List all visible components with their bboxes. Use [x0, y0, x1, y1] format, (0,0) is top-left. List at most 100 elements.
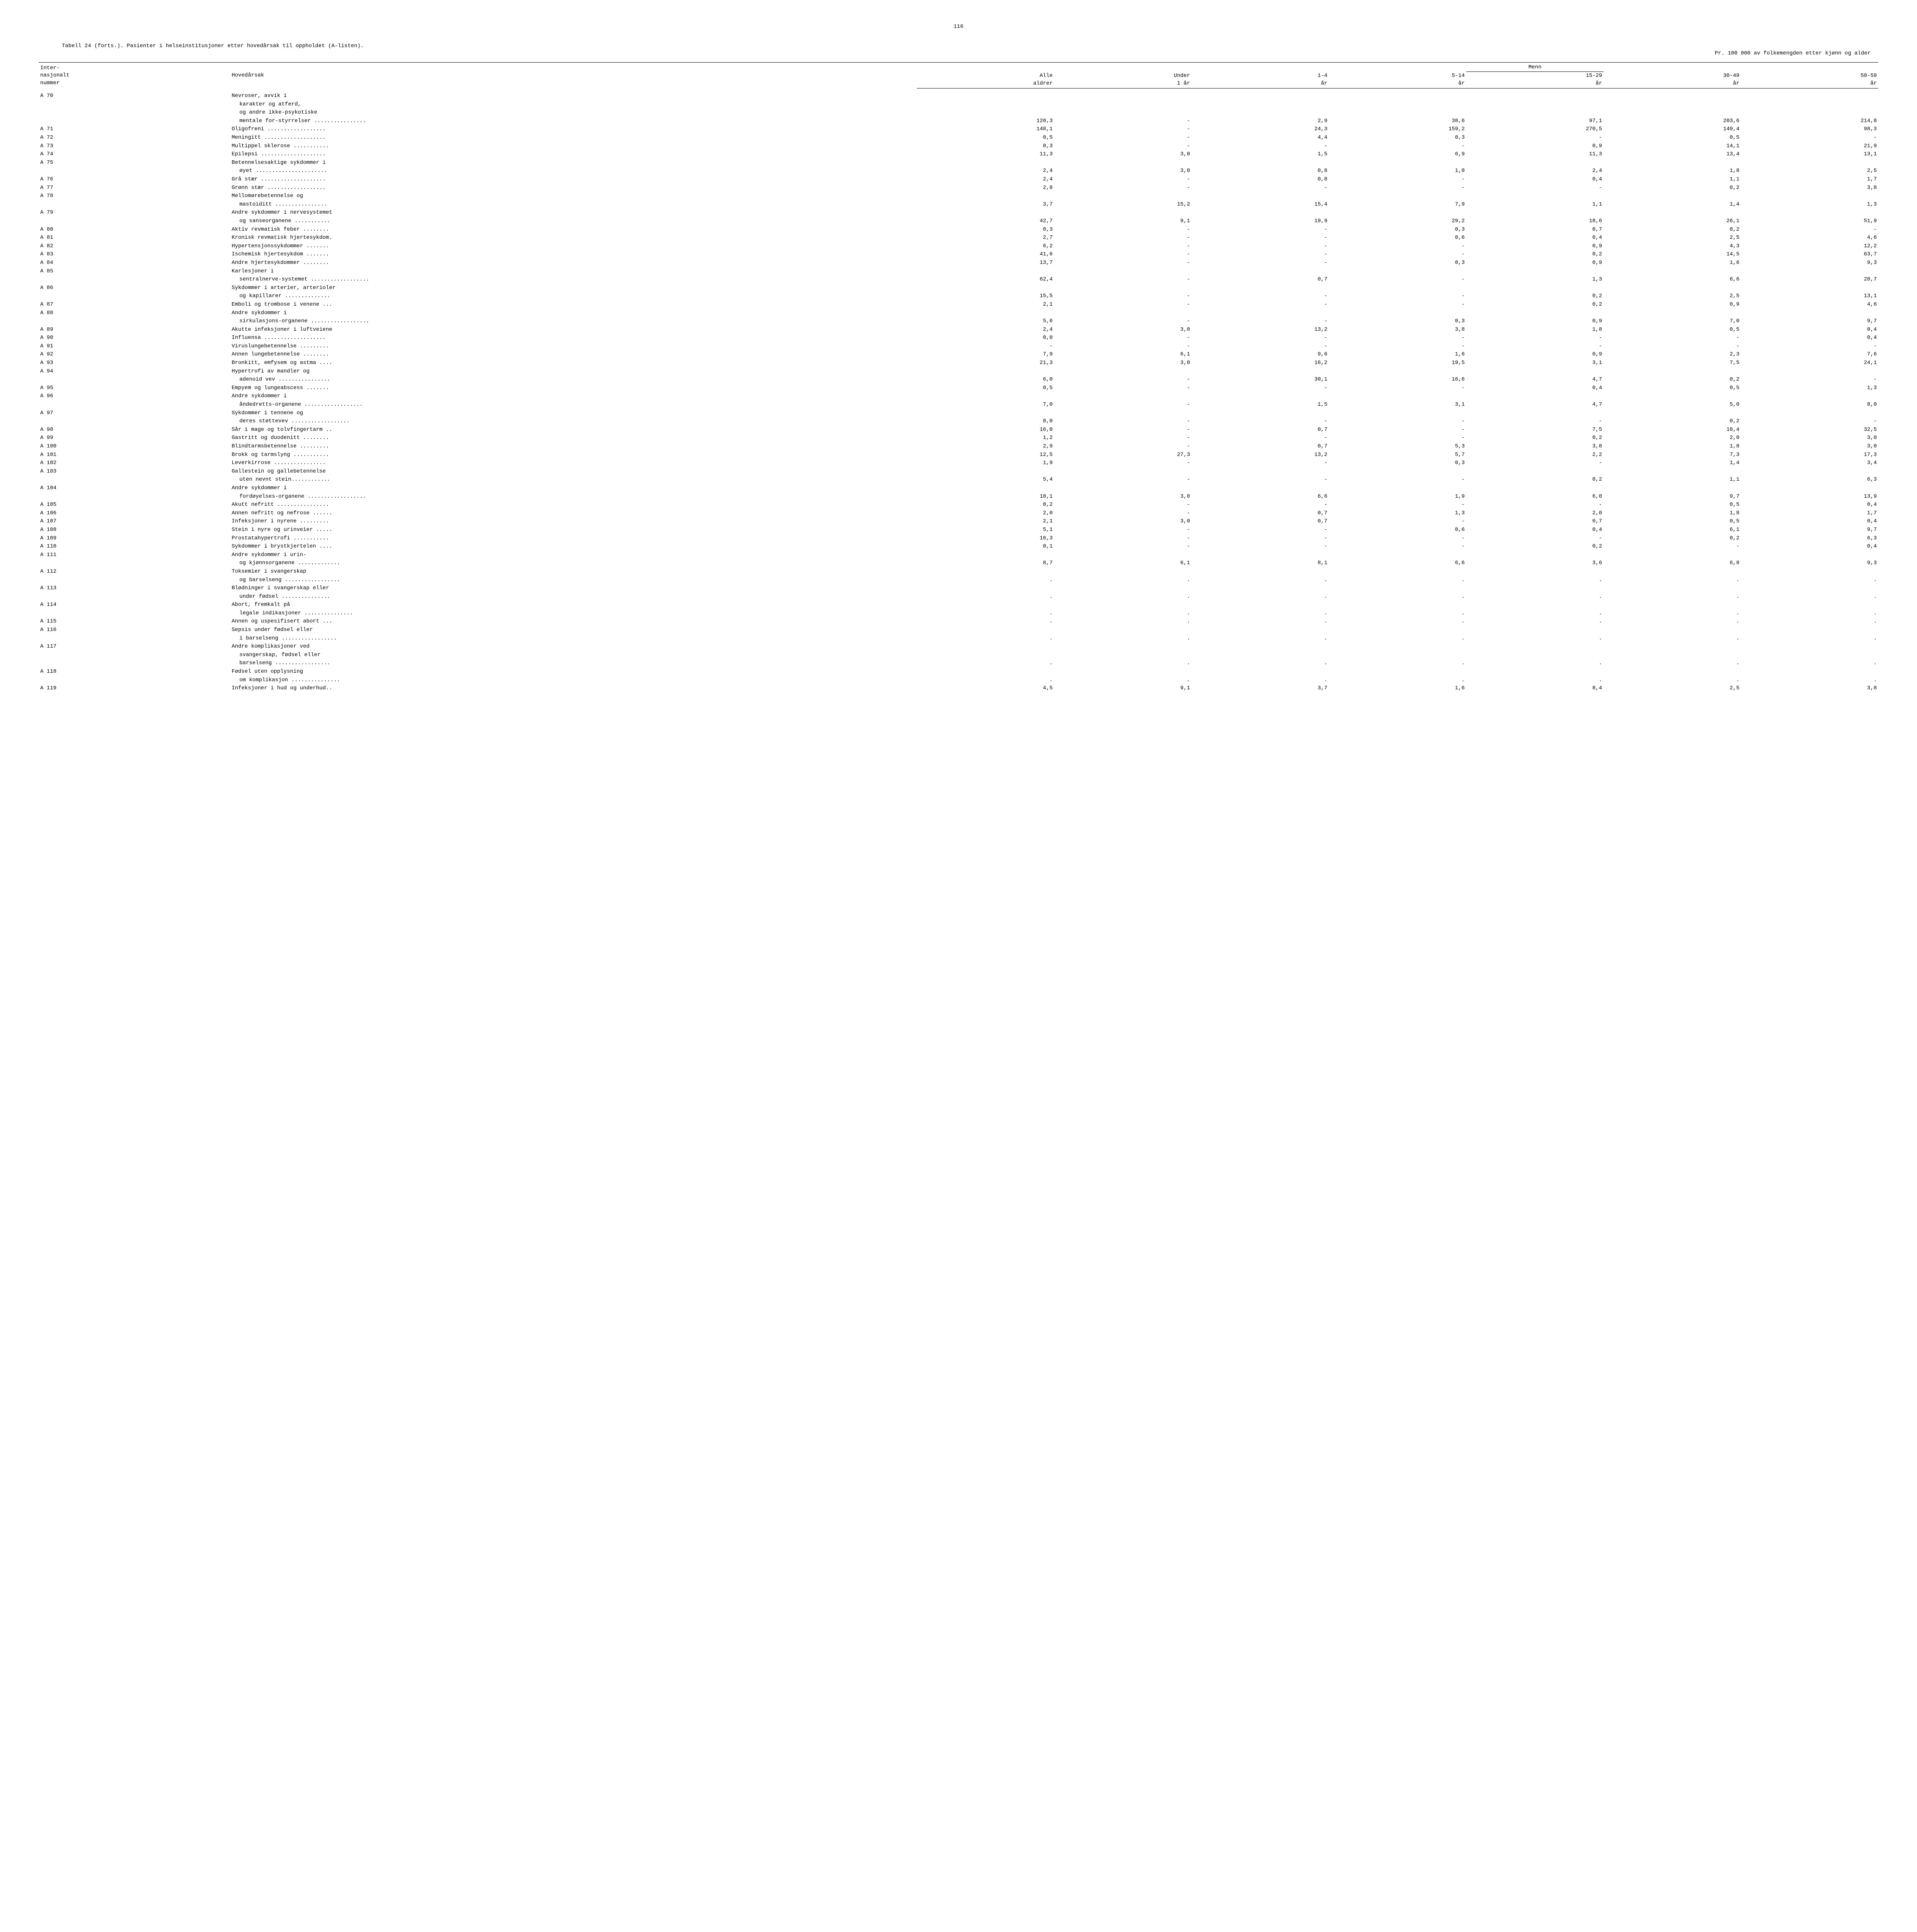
value-cell: 0,2 [1466, 434, 1604, 442]
value-cell: 214,8 [1741, 117, 1879, 126]
value-cell: 0,7 [1192, 426, 1329, 434]
value-cell: . [1192, 609, 1329, 618]
table-row: i barselseng ........................ [39, 634, 1878, 643]
table-row: A 73Multippel sklerose ...........8,3---… [39, 142, 1878, 151]
code-cell: A 79 [39, 209, 230, 217]
value-cell: 0,2 [1604, 534, 1741, 543]
table-row: A 72Meningitt ...................0,5-4,4… [39, 134, 1878, 142]
code-cell: A 97 [39, 409, 230, 418]
desc-cell: Oligofreni .................. [230, 125, 917, 134]
code-cell: A 85 [39, 267, 230, 276]
value-cell: 16,2 [1192, 359, 1329, 367]
value-cell: - [1329, 534, 1466, 543]
value-cell: 6,0 [917, 376, 1054, 384]
value-cell: 7,0 [1604, 317, 1741, 326]
table-row: karakter og atferd, [39, 100, 1878, 109]
value-cell: 9,3 [1741, 559, 1879, 568]
desc-cell: Aktiv revmatisk feber ........ [230, 226, 917, 234]
value-cell: 3,0 [1054, 326, 1192, 334]
desc-cell: legale indikasjoner ............... [230, 609, 917, 618]
desc-cell: Grønn stær .................. [230, 184, 917, 192]
code-cell: A 117 [39, 643, 230, 651]
value-cell: 1,8 [1604, 167, 1741, 175]
table-row: mastoiditt ................3,715,215,47,… [39, 201, 1878, 209]
value-cell: - [1329, 250, 1466, 259]
value-cell: . [1192, 659, 1329, 668]
value-cell: 8,0 [1741, 401, 1879, 409]
value-cell: 8,4 [1466, 684, 1604, 693]
code-cell: A 114 [39, 601, 230, 609]
value-cell: 3,0 [1741, 442, 1879, 451]
value-cell: 0,4 [1741, 334, 1879, 342]
desc-cell: og sanseorganene ........... [230, 217, 917, 226]
table-row: A 96Andre sykdommer i [39, 392, 1878, 401]
value-cell: 7,6 [1741, 350, 1879, 359]
value-cell: . [1192, 576, 1329, 585]
value-cell: . [1192, 634, 1329, 643]
value-cell: 0,2 [1466, 543, 1604, 551]
desc-cell: Infeksjoner i nyrene ......... [230, 517, 917, 526]
code-cell: A 75 [39, 159, 230, 167]
value-cell: 0,2 [1604, 184, 1741, 192]
value-cell: - [1054, 142, 1192, 151]
desc-cell: Meningitt ................... [230, 134, 917, 142]
code-cell [39, 401, 230, 409]
value-cell: 1,0 [1329, 167, 1466, 175]
desc-cell: Sår i mage og tolvfingertarm .. [230, 426, 917, 434]
code-cell [39, 559, 230, 568]
value-cell: - [1604, 334, 1741, 342]
code-cell: A 82 [39, 242, 230, 251]
value-cell: 0,0 [917, 417, 1054, 426]
value-cell: - [1329, 476, 1466, 484]
code-cell: A 100 [39, 442, 230, 451]
value-cell: 7,9 [917, 350, 1054, 359]
value-cell: - [1054, 442, 1192, 451]
value-cell: 9,3 [1741, 259, 1879, 267]
value-cell: 6,2 [917, 242, 1054, 251]
value-cell: . [917, 576, 1054, 585]
value-cell: 4,6 [1741, 301, 1879, 309]
value-cell: 0,5 [1604, 384, 1741, 393]
table-row: A 75Betennelsesaktige sykdommer i [39, 159, 1878, 167]
value-cell: . [1329, 593, 1466, 601]
value-cell: 13,1 [1741, 150, 1879, 159]
value-cell: - [1054, 334, 1192, 342]
value-cell: 0,4 [1741, 517, 1879, 526]
desc-cell: Emboli og trombose i venene ... [230, 301, 917, 309]
value-cell: 0,2 [1466, 250, 1604, 259]
header-blank3 [1192, 63, 1329, 72]
desc-cell: Betennelsesaktige sykdommer i [230, 159, 917, 167]
value-cell: 0,7 [1192, 509, 1329, 518]
value-cell: 0,1 [917, 543, 1054, 551]
value-cell: 203,6 [1604, 117, 1741, 126]
value-cell: 13,9 [1741, 493, 1879, 501]
desc-cell: Grå stær .................... [230, 175, 917, 184]
code-cell: A 83 [39, 250, 230, 259]
value-cell: . [1741, 617, 1879, 626]
value-cell: 16,3 [917, 534, 1054, 543]
value-cell: - [1054, 301, 1192, 309]
table-row: A 89Akutte infeksjoner i luftveiene2,43,… [39, 326, 1878, 334]
value-cell: . [917, 617, 1054, 626]
value-cell: . [1741, 676, 1879, 685]
value-cell: 1,2 [917, 434, 1054, 442]
desc-cell: karakter og atferd, [230, 100, 917, 109]
value-cell: . [1604, 576, 1741, 585]
value-cell: 0,9 [1466, 242, 1604, 251]
code-cell: A 93 [39, 359, 230, 367]
code-cell: A 87 [39, 301, 230, 309]
header-blank2 [1054, 63, 1192, 72]
desc-cell: Andre hjertesykdommer ........ [230, 259, 917, 267]
desc-cell: Infeksjoner i hud og underhud.. [230, 684, 917, 693]
value-cell: 13,2 [1192, 326, 1329, 334]
table-row: A 98Sår i mage og tolvfingertarm ..16,0-… [39, 426, 1878, 434]
value-cell: - [1192, 434, 1329, 442]
code-cell [39, 676, 230, 685]
value-cell: . [1604, 659, 1741, 668]
header-15-29: 15-29år [1466, 72, 1604, 88]
value-cell: 14,1 [1604, 142, 1741, 151]
value-cell: 2,5 [1604, 234, 1741, 242]
value-cell: . [1741, 634, 1879, 643]
code-cell [39, 659, 230, 668]
value-cell: 0,4 [1741, 501, 1879, 509]
